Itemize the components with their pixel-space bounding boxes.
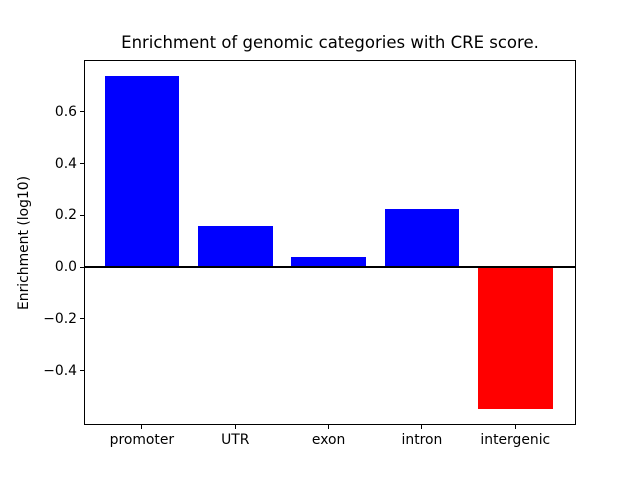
- x-tick-mark: [421, 425, 423, 429]
- bar-UTR: [197, 225, 273, 268]
- zero-axis-line: [84, 266, 576, 269]
- y-tick-label: 0.2: [54, 207, 77, 224]
- x-tick-label-intron: intron: [401, 432, 443, 448]
- bar-intergenic: [477, 267, 553, 410]
- y-tick-label: 0.0: [54, 259, 77, 276]
- x-tick-label-promoter: promoter: [109, 432, 175, 448]
- bar-exon: [291, 256, 366, 268]
- y-tick-mark: [80, 318, 84, 320]
- chart-title: Enrichment of genomic categories with CR…: [121, 33, 539, 52]
- y-tick-label: −0.2: [43, 310, 77, 327]
- x-tick-label-UTR: UTR: [221, 432, 250, 448]
- y-tick-label: 0.6: [54, 103, 77, 120]
- y-tick-mark: [80, 163, 84, 165]
- x-tick-label-exon: exon: [311, 432, 346, 448]
- y-tick-mark: [80, 214, 84, 216]
- x-tick-mark: [328, 425, 330, 429]
- y-tick-mark: [80, 370, 84, 372]
- x-tick-label-intergenic: intergenic: [480, 432, 551, 448]
- y-tick-mark: [80, 266, 84, 268]
- y-tick-label: −0.4: [43, 362, 77, 379]
- x-tick-mark: [514, 425, 516, 429]
- y-axis-label: Enrichment (log10): [16, 175, 32, 311]
- y-tick-label: 0.4: [54, 155, 77, 172]
- x-tick-mark: [234, 425, 236, 429]
- bar-promoter: [104, 75, 180, 268]
- bar-intron: [384, 208, 460, 268]
- y-tick-mark: [80, 111, 84, 113]
- x-tick-mark: [141, 425, 143, 429]
